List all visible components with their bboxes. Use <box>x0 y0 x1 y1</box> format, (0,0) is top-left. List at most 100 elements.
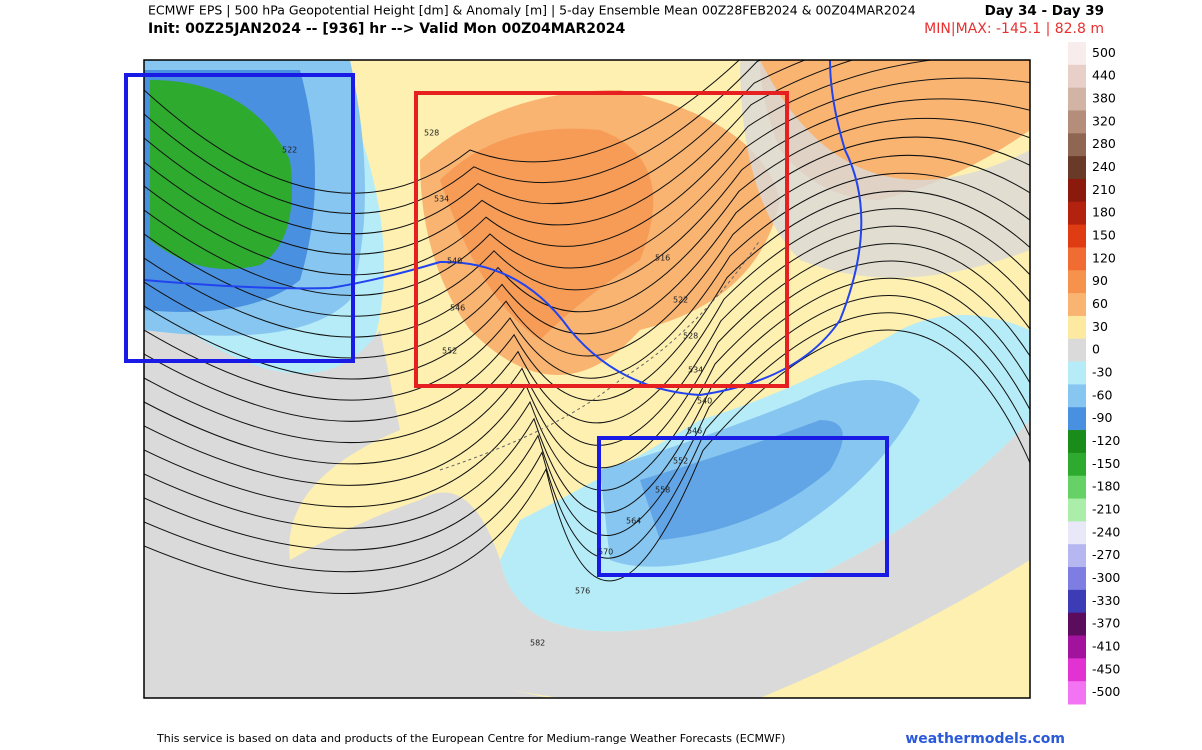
contour-label: 552 <box>442 347 457 356</box>
colorbar-swatch <box>1068 64 1086 89</box>
contour-label: 570 <box>598 548 613 557</box>
colorbar-label: 90 <box>1092 273 1108 288</box>
colorbar-swatch <box>1068 293 1086 317</box>
colorbar: 500 440 380 320 280 240 210 180 150 120 90 60 30 0 -30… <box>1068 42 1120 705</box>
contour-label: 576 <box>575 587 590 596</box>
colorbar-label: -240 <box>1092 524 1120 539</box>
contour-line <box>144 225 1030 465</box>
header-title: ECMWF EPS | 500 hPa Geopotential Height … <box>148 3 916 18</box>
contour-labels: 528 534 540 546 552 522 516 522 528 534 … <box>282 129 712 648</box>
colorbar-label: 150 <box>1092 228 1116 243</box>
colorbar-label: 180 <box>1092 205 1116 220</box>
colorbar-swatch <box>1068 681 1086 705</box>
contour-line <box>144 208 1030 444</box>
colorbar-swatch <box>1068 612 1086 637</box>
colorbar-label: -90 <box>1092 410 1112 425</box>
colorbar-swatch <box>1068 430 1086 454</box>
colorbar-swatch <box>1068 452 1086 477</box>
colorbar-swatch <box>1068 384 1086 408</box>
red-box <box>414 91 789 388</box>
colorbar-label: 210 <box>1092 182 1116 197</box>
contour-label: 558 <box>655 486 670 495</box>
footer-text: This service is based on data and produc… <box>156 732 785 745</box>
contour-line <box>144 98 1030 317</box>
contour-label: 516 <box>655 254 670 263</box>
contour-line <box>144 329 1030 595</box>
contour-line <box>144 295 1030 551</box>
contour-line <box>144 312 1030 573</box>
colorbar-swatch <box>1068 589 1086 614</box>
contour-label: 540 <box>447 257 462 266</box>
colorbar-swatch <box>1068 315 1086 340</box>
colorbar-label: 240 <box>1092 159 1116 174</box>
contour-label: 552 <box>673 457 688 466</box>
colorbar-swatch <box>1068 87 1086 111</box>
colorbar-label: -150 <box>1092 456 1120 471</box>
min-max: MIN|MAX: -145.1 | 82.8 m <box>924 21 1104 37</box>
colorbar-label: -450 <box>1092 661 1120 676</box>
colorbar-swatch <box>1068 407 1086 431</box>
colorbar-label: 320 <box>1092 113 1116 128</box>
colorbar-swatch <box>1068 567 1086 591</box>
contour-line <box>144 60 763 214</box>
colorbar-label: -330 <box>1092 593 1120 608</box>
colorbar-label: 380 <box>1092 91 1116 106</box>
colorbar-label: 60 <box>1092 296 1108 311</box>
colorbar-label: -500 <box>1092 684 1120 699</box>
contour-label: 528 <box>424 129 439 138</box>
colorbar-swatch <box>1068 338 1086 363</box>
colorbar-label: -300 <box>1092 570 1120 585</box>
contour-line <box>144 243 1030 486</box>
colorbar-label: 30 <box>1092 319 1108 334</box>
map <box>144 60 1030 698</box>
contour-label: 546 <box>450 304 465 313</box>
contour-line <box>144 190 1030 422</box>
colorbar-label: -60 <box>1092 387 1112 402</box>
contour-label: 534 <box>688 366 703 375</box>
contour-label: 534 <box>434 195 449 204</box>
colorbar-swatch <box>1068 201 1086 226</box>
contour-label: 522 <box>673 296 688 305</box>
colorbar-swatch <box>1068 475 1086 500</box>
contour-line <box>144 277 1030 529</box>
colorbar-label: -210 <box>1092 501 1120 516</box>
contour-line <box>144 60 936 276</box>
contour-line <box>144 77 1030 296</box>
colorbar-swatch <box>1068 178 1086 203</box>
colorbar-label: -370 <box>1092 616 1120 631</box>
contour-line <box>144 60 807 235</box>
colorbar-swatch <box>1068 270 1086 294</box>
colorbar-label: 280 <box>1092 136 1116 151</box>
colorbar-swatch <box>1068 635 1086 659</box>
colorbar-label: -270 <box>1092 547 1120 562</box>
colorbar-swatch <box>1068 247 1086 271</box>
contour-line <box>144 60 855 255</box>
header-init: Init: 00Z25JAN2024 -- [936] hr --> Valid… <box>148 21 626 37</box>
colorbar-label: 500 <box>1092 45 1116 60</box>
contour-label: 522 <box>282 146 297 155</box>
blue-box <box>597 436 889 577</box>
day-range: Day 34 - Day 39 <box>985 3 1104 19</box>
colorbar-swatch <box>1068 361 1086 385</box>
contour-label: 528 <box>683 332 698 341</box>
footer-site[interactable]: weathermodels.com <box>905 731 1065 747</box>
colorbar-swatch <box>1068 156 1086 180</box>
colorbar-label: -410 <box>1092 638 1120 653</box>
colorbar-swatch <box>1068 658 1086 682</box>
contour-label: 540 <box>697 397 712 406</box>
colorbar-label: -180 <box>1092 479 1120 494</box>
contour-label: 546 <box>687 427 702 436</box>
colorbar-label: -30 <box>1092 365 1112 380</box>
colorbar-label: 120 <box>1092 250 1116 265</box>
colorbar-swatch <box>1068 521 1086 545</box>
colorbar-swatch <box>1068 110 1086 134</box>
contour-line <box>144 154 1030 380</box>
contour-line <box>144 136 1030 359</box>
contour-line <box>144 117 1030 338</box>
colorbar-swatch <box>1068 133 1086 157</box>
contour-label: 564 <box>626 517 641 526</box>
contour-line <box>144 260 1030 508</box>
contour-line <box>144 172 1030 401</box>
blue-box <box>124 73 355 363</box>
